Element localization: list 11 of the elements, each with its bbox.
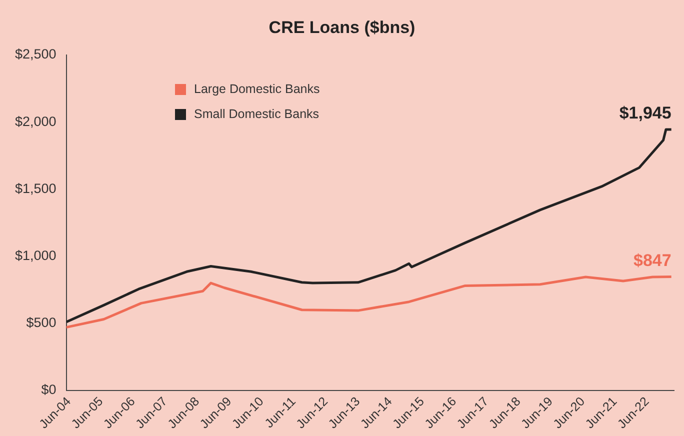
y-tick-label: $1,000 <box>14 248 56 263</box>
y-tick-label: $2,000 <box>14 114 56 129</box>
legend-label: Large Domestic Banks <box>194 82 320 96</box>
y-tick-label: $2,500 <box>14 46 56 62</box>
chart-title: CRE Loans ($bns) <box>268 18 416 38</box>
annotation: $847 <box>633 250 672 270</box>
legend-label: Small Domestic Banks <box>194 107 320 121</box>
y-tick-label: $0 <box>41 382 56 398</box>
y-tick-label: $1,500 <box>14 180 56 196</box>
y-tick-label: $500 <box>26 315 56 330</box>
annotation: $1,945 <box>619 104 672 123</box>
